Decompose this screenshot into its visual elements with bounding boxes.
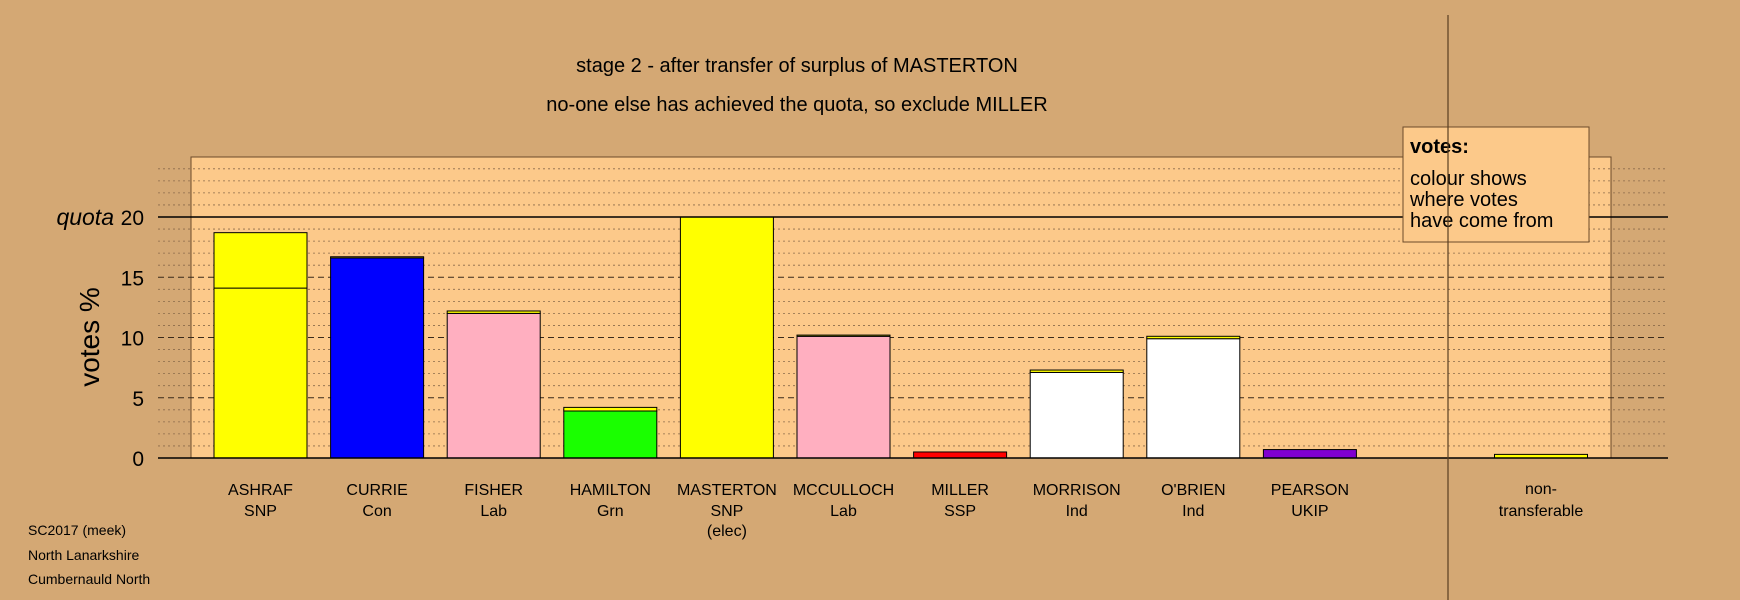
bar-segment [563, 406, 658, 412]
party-label: SSP [944, 503, 976, 520]
y-tick-label: 15 [121, 267, 144, 290]
candidate-name-label: FISHER [464, 482, 523, 499]
legend-heading: votes: [1410, 136, 1469, 158]
footer-council: North Lanarkshire [28, 547, 140, 563]
bar-segment [796, 335, 891, 459]
quota-label: quota [56, 204, 114, 230]
bar-segment [1262, 449, 1357, 459]
bar-segment [1029, 369, 1124, 373]
candidate-name-label: MORRISON [1033, 482, 1121, 499]
y-tick-label: 0 [132, 448, 144, 471]
candidate-name-label: ASHRAF [228, 482, 293, 499]
y-tick-label: 20 [121, 207, 144, 230]
chart-subtitle: no-one else has achieved the quota, so e… [546, 94, 1047, 116]
legend-line: colour shows [1410, 168, 1527, 190]
party-label: Ind [1066, 503, 1088, 520]
chart-title: stage 2 - after transfer of surplus of M… [576, 55, 1018, 77]
candidate-name-label: PEARSON [1271, 482, 1349, 499]
bar-segment [913, 451, 1008, 459]
non-transferable-label: transferable [1499, 503, 1584, 520]
legend-line: where votes [1409, 189, 1518, 211]
party-label: Grn [597, 503, 624, 520]
bar-segment [563, 410, 658, 459]
party-label: Lab [830, 503, 857, 520]
y-axis-label: votes % [74, 287, 105, 387]
legend-box [1402, 126, 1590, 243]
candidate-name-label: MCCULLOCH [793, 482, 894, 499]
candidate-name-label: MILLER [931, 482, 989, 499]
party-label: Con [362, 503, 391, 520]
y-tick-label: 5 [132, 388, 144, 411]
bar-segment [1029, 371, 1124, 459]
footer-ward: Cumbernauld North [28, 571, 151, 587]
candidate-name-label: O'BRIEN [1161, 482, 1225, 499]
bar-segment [679, 216, 774, 459]
candidate-name-label: CURRIE [346, 482, 407, 499]
party-label: Ind [1182, 503, 1204, 520]
plot-area [190, 156, 1612, 459]
legend-line: have come from [1410, 210, 1553, 232]
footer-election: SC2017 (meek) [28, 522, 127, 538]
party-label: SNP [244, 503, 277, 520]
bar-segment [796, 334, 891, 337]
bar-segment [330, 256, 425, 259]
candidate-note-label: (elec) [707, 523, 747, 540]
party-label: UKIP [1291, 503, 1328, 520]
candidate-name-label: HAMILTON [570, 482, 651, 499]
bar-segment [1146, 338, 1241, 459]
bar-segment [1146, 335, 1241, 340]
bar-segment [446, 310, 541, 314]
candidate-name-label: MASTERTON [677, 482, 777, 499]
y-tick-label: 10 [121, 328, 144, 351]
bar-segment [446, 312, 541, 459]
bar-segment [330, 257, 425, 459]
non-transferable-label: non- [1525, 481, 1557, 498]
party-label: Lab [480, 503, 507, 520]
party-label: SNP [710, 503, 743, 520]
bar-segment [213, 287, 308, 459]
bar-segment [213, 232, 308, 289]
